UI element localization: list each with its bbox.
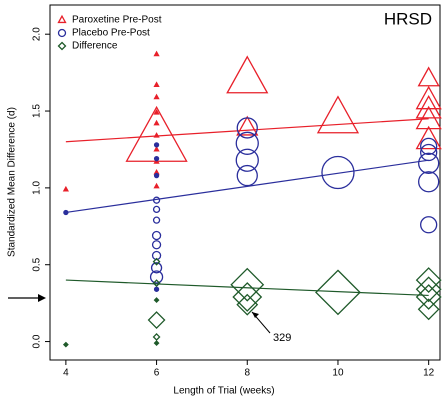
x-tick-label: 10 bbox=[332, 368, 344, 379]
marker bbox=[153, 297, 160, 303]
marker bbox=[151, 240, 162, 250]
marker bbox=[315, 269, 361, 316]
plot-frame bbox=[49, 4, 441, 361]
marker bbox=[418, 152, 440, 174]
marker bbox=[153, 172, 160, 179]
marker bbox=[321, 155, 355, 190]
trend-line bbox=[65, 279, 429, 297]
annotation: 329 bbox=[273, 332, 291, 344]
marker bbox=[420, 216, 438, 234]
marker bbox=[152, 257, 161, 266]
legend-label: Placebo Pre-Post bbox=[72, 28, 150, 39]
marker bbox=[153, 340, 160, 347]
marker bbox=[236, 293, 259, 316]
legend-marker bbox=[57, 41, 67, 51]
y-tick-label: 2.0 bbox=[32, 27, 43, 41]
marker bbox=[150, 262, 163, 274]
marker bbox=[415, 94, 442, 119]
marker bbox=[226, 55, 269, 94]
legend-marker bbox=[57, 28, 67, 38]
marker bbox=[153, 119, 160, 126]
marker bbox=[153, 109, 160, 115]
marker bbox=[149, 270, 164, 284]
marker bbox=[235, 148, 259, 172]
marker bbox=[153, 81, 160, 87]
legend-label: Difference bbox=[72, 41, 118, 52]
x-tick-label: 12 bbox=[423, 368, 435, 379]
y-tick-label: 1.5 bbox=[32, 104, 43, 118]
marker bbox=[417, 298, 440, 321]
marker bbox=[420, 143, 438, 162]
marker bbox=[415, 276, 442, 303]
x-axis-label: Length of Trial (weeks) bbox=[173, 386, 274, 397]
marker bbox=[152, 196, 161, 204]
x-tick-label: 6 bbox=[154, 368, 160, 379]
marker bbox=[153, 156, 160, 162]
marker bbox=[153, 145, 160, 152]
marker bbox=[316, 95, 360, 134]
marker bbox=[415, 284, 442, 310]
marker bbox=[153, 50, 160, 57]
marker bbox=[415, 267, 442, 294]
marker bbox=[152, 279, 161, 288]
marker bbox=[153, 93, 160, 100]
marker bbox=[415, 125, 442, 150]
marker bbox=[236, 115, 259, 136]
marker bbox=[232, 282, 263, 312]
marker bbox=[153, 182, 160, 189]
legend-marker bbox=[57, 14, 67, 24]
marker bbox=[415, 85, 442, 110]
x-tick-label: 4 bbox=[63, 368, 69, 379]
y-tick-label: 0.5 bbox=[32, 257, 43, 271]
marker bbox=[153, 142, 160, 148]
marker bbox=[236, 164, 258, 187]
y-axis-label: Standardized Mean Difference (d) bbox=[7, 107, 18, 257]
marker bbox=[152, 205, 161, 214]
arrow-head bbox=[38, 294, 46, 302]
x-tick-label: 8 bbox=[244, 368, 250, 379]
marker bbox=[152, 333, 161, 341]
marker bbox=[62, 185, 69, 192]
annotation: HRSD bbox=[384, 9, 432, 28]
marker bbox=[62, 341, 69, 348]
marker bbox=[418, 171, 440, 193]
marker bbox=[153, 132, 160, 138]
marker bbox=[415, 105, 442, 130]
marker bbox=[417, 66, 440, 87]
marker bbox=[152, 216, 161, 224]
marker bbox=[235, 131, 259, 155]
marker bbox=[147, 311, 166, 329]
trend-line bbox=[65, 118, 429, 143]
marker bbox=[151, 230, 162, 241]
trend-line bbox=[65, 159, 429, 214]
y-tick-label: 0.0 bbox=[32, 334, 43, 348]
arrow-head bbox=[252, 312, 259, 318]
marker bbox=[230, 267, 265, 302]
marker bbox=[236, 117, 258, 139]
marker bbox=[420, 137, 438, 156]
marker bbox=[153, 286, 160, 292]
marker bbox=[63, 209, 69, 216]
legend-label: Paroxetine Pre-Post bbox=[72, 15, 162, 26]
y-tick-label: 1.0 bbox=[32, 180, 43, 194]
